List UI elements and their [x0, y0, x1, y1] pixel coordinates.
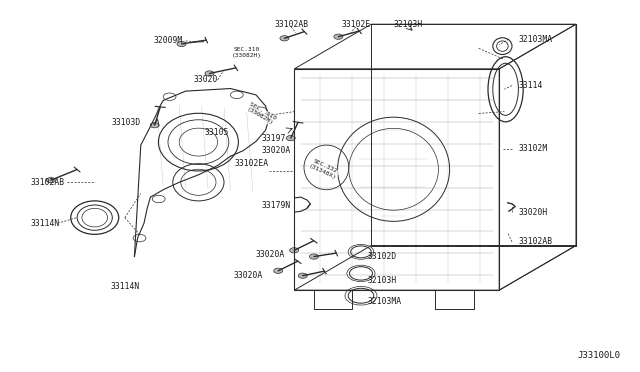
Text: 32103MA: 32103MA [518, 35, 552, 44]
Text: 33114N: 33114N [31, 219, 60, 228]
Text: 33102EA: 33102EA [235, 159, 269, 168]
Circle shape [205, 71, 214, 76]
Text: 33105: 33105 [205, 128, 229, 137]
Circle shape [334, 34, 343, 39]
Text: 33102AB: 33102AB [31, 178, 65, 187]
Text: 33114: 33114 [518, 81, 543, 90]
Circle shape [290, 248, 299, 253]
Text: 33102E: 33102E [341, 20, 371, 29]
Text: SEC.332
(31348X): SEC.332 (31348X) [308, 158, 340, 180]
Text: 32103MA: 32103MA [368, 297, 402, 306]
Text: 33020: 33020 [193, 76, 218, 84]
Text: 33102M: 33102M [518, 144, 548, 153]
Text: 33020A: 33020A [255, 250, 285, 259]
Text: 33102D: 33102D [368, 252, 397, 261]
Circle shape [310, 254, 319, 259]
Text: 33102AB: 33102AB [518, 237, 552, 246]
Circle shape [47, 177, 56, 183]
Circle shape [150, 123, 159, 128]
Text: 32103H: 32103H [368, 276, 397, 285]
Text: 33020A: 33020A [262, 146, 291, 155]
Text: SEC. 310
(33082H): SEC. 310 (33082H) [245, 102, 277, 126]
Text: 33102AB: 33102AB [274, 20, 308, 29]
Circle shape [298, 273, 307, 278]
Text: 33020A: 33020A [233, 271, 262, 280]
Text: SEC.310
(33082H): SEC.310 (33082H) [232, 47, 261, 58]
Text: 33179N: 33179N [262, 201, 291, 210]
Text: 33103D: 33103D [111, 118, 141, 127]
Text: 32103H: 32103H [394, 20, 423, 29]
Circle shape [177, 41, 186, 46]
Circle shape [274, 268, 283, 273]
Text: J33100L0: J33100L0 [578, 351, 621, 360]
Text: 33114N: 33114N [110, 282, 140, 291]
Circle shape [280, 36, 289, 41]
Text: 32009M: 32009M [153, 36, 182, 45]
Circle shape [286, 135, 295, 141]
Text: 33197: 33197 [262, 134, 286, 143]
Text: 33020H: 33020H [518, 208, 548, 217]
